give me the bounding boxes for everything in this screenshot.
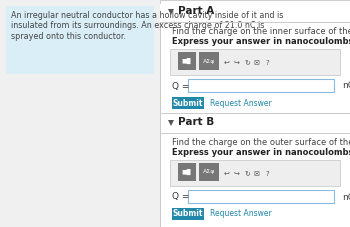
Text: AΣφ: AΣφ <box>203 170 215 175</box>
Text: Express your answer in nanocoulombs.: Express your answer in nanocoulombs. <box>172 37 350 46</box>
Bar <box>6 6 154 74</box>
Bar <box>160 133 350 134</box>
Bar <box>172 97 204 109</box>
Bar <box>160 0 350 227</box>
Bar <box>199 52 219 70</box>
Text: ↻: ↻ <box>244 171 250 177</box>
Text: Q =: Q = <box>172 81 189 91</box>
Text: An irregular neutral conductor has a hollow cavity inside of it and is
insulated: An irregular neutral conductor has a hol… <box>11 11 284 41</box>
Text: ?: ? <box>265 171 269 177</box>
Text: Find the charge on the inner surface of the conductor.: Find the charge on the inner surface of … <box>172 27 350 36</box>
Text: ↩: ↩ <box>224 60 230 66</box>
Bar <box>170 160 340 186</box>
Text: Q =: Q = <box>172 192 189 202</box>
Polygon shape <box>168 9 174 15</box>
Text: Find the charge on the outer surface of the conductor.: Find the charge on the outer surface of … <box>172 138 350 147</box>
Bar <box>199 163 219 181</box>
Text: ■▊: ■▊ <box>182 169 192 175</box>
Text: ✉: ✉ <box>254 171 260 177</box>
Bar <box>160 113 350 114</box>
Bar <box>170 49 340 75</box>
Bar <box>160 22 350 23</box>
Bar <box>160 4 350 22</box>
Text: ↩: ↩ <box>224 171 230 177</box>
Text: ↪: ↪ <box>234 60 240 66</box>
Text: AΣφ: AΣφ <box>203 59 215 64</box>
Text: ↪: ↪ <box>234 171 240 177</box>
Text: ✉: ✉ <box>254 60 260 66</box>
Text: Submit: Submit <box>173 210 203 219</box>
Bar <box>160 0 161 227</box>
Bar <box>172 208 204 220</box>
Text: Submit: Submit <box>173 99 203 108</box>
Text: ?: ? <box>265 60 269 66</box>
Text: Request Answer: Request Answer <box>210 210 272 219</box>
Text: Part B: Part B <box>178 117 214 127</box>
Bar <box>178 52 196 70</box>
Bar <box>188 79 334 92</box>
Text: Express your answer in nanocoulombs.: Express your answer in nanocoulombs. <box>172 148 350 157</box>
Text: ↻: ↻ <box>244 60 250 66</box>
Bar <box>178 163 196 181</box>
Polygon shape <box>168 120 174 126</box>
Text: Request Answer: Request Answer <box>210 99 272 108</box>
Bar <box>188 190 334 203</box>
Text: Part A: Part A <box>178 6 214 16</box>
Text: ■▊: ■▊ <box>182 58 192 64</box>
Text: nC: nC <box>342 192 350 202</box>
Text: nC: nC <box>342 81 350 91</box>
